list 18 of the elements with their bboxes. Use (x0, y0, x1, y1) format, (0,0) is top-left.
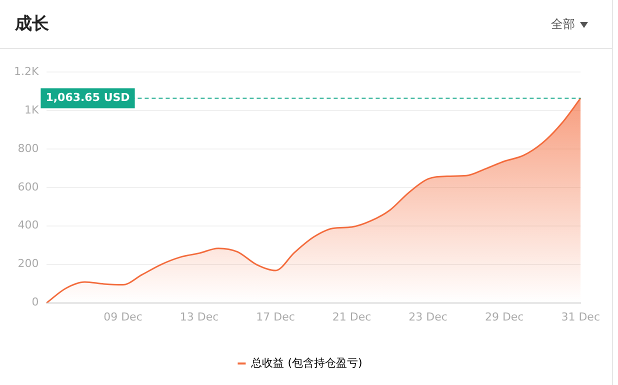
x-tick-label: 23 Dec (408, 310, 448, 324)
y-tick-label: 1K (24, 103, 40, 116)
legend-label: 总收益 (包含持仓盈亏) (250, 356, 362, 370)
x-tick-label: 29 Dec (484, 310, 524, 324)
y-tick-label: 200 (18, 257, 39, 270)
y-tick-label: 1.2K (14, 64, 40, 78)
chart-title: 成长 (15, 13, 49, 35)
x-tick-label: 09 Dec (104, 310, 142, 324)
x-tick-label: 21 Dec (332, 310, 372, 324)
y-tick-label: 400 (18, 218, 39, 232)
y-tick-label: 800 (18, 142, 39, 155)
x-tick-label: 17 Dec (256, 310, 295, 324)
x-tick-label: 31 Dec (561, 310, 600, 324)
y-tick-label: 600 (18, 180, 39, 194)
y-tick-label: 0 (32, 296, 39, 309)
x-tick-label: 13 Dec (180, 310, 219, 324)
dropdown[interactable]: 全部 (551, 16, 588, 33)
ref-line-label: 1,063.65 USD (46, 91, 130, 104)
